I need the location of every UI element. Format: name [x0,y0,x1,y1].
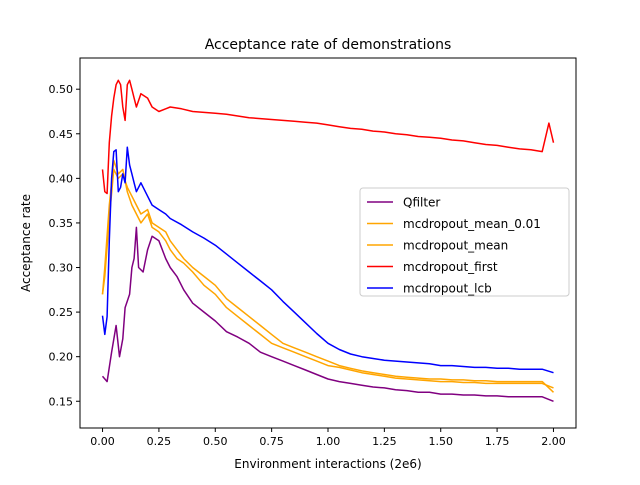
y-tick-label: 0.40 [49,172,74,185]
x-tick-label: 1.50 [428,435,453,448]
legend-label: mcdropout_lcb [403,282,492,296]
series-layer [101,79,555,402]
y-tick-label: 0.45 [49,128,74,141]
series-line-mcdropout_lcb [101,146,554,374]
x-tick-label: 0.75 [259,435,284,448]
legend: Qfilter mcdropout_mean_0.01 mcdropout_mean… [359,187,570,297]
x-tick-label: 0.50 [203,435,228,448]
series-line-Qfilter [101,226,554,402]
series-line-mcdropout_mean_0.01 [101,159,554,389]
series-line-mcdropout_mean [101,168,555,393]
x-axis-label: Environment interactions (2e6) [234,457,421,471]
x-tick-label: 1.25 [372,435,397,448]
y-tick-label: 0.15 [49,395,74,408]
legend-label: Qfilter [403,196,440,210]
x-tick-label: 0.25 [147,435,172,448]
x-tick-label: 2.00 [541,435,566,448]
series-line-mcdropout_first [101,79,555,195]
y-tick-label: 0.50 [49,83,74,96]
legend-box [359,187,570,297]
legend-label: mcdropout_first [403,260,498,274]
x-tick-label: 1.75 [485,435,510,448]
legend-label: mcdropout_mean_0.01 [403,217,541,231]
y-axis-ticks: 0.15 0.20 0.25 0.30 0.35 0.40 0.45 0.50 [49,83,80,408]
y-tick-label: 0.30 [49,262,74,275]
x-tick-label: 0.00 [90,435,115,448]
chart-title: Acceptance rate of demonstrations [205,37,452,53]
y-tick-label: 0.20 [49,351,74,364]
x-axis-ticks: 0.00 0.25 0.50 0.75 1.00 1.25 1.50 1.75 2.00 [90,428,566,448]
x-tick-label: 1.00 [316,435,341,448]
y-tick-label: 0.35 [49,217,74,230]
y-tick-label: 0.25 [49,306,74,319]
y-axis-label: Acceptance rate [19,194,33,292]
legend-label: mcdropout_mean [403,239,508,253]
